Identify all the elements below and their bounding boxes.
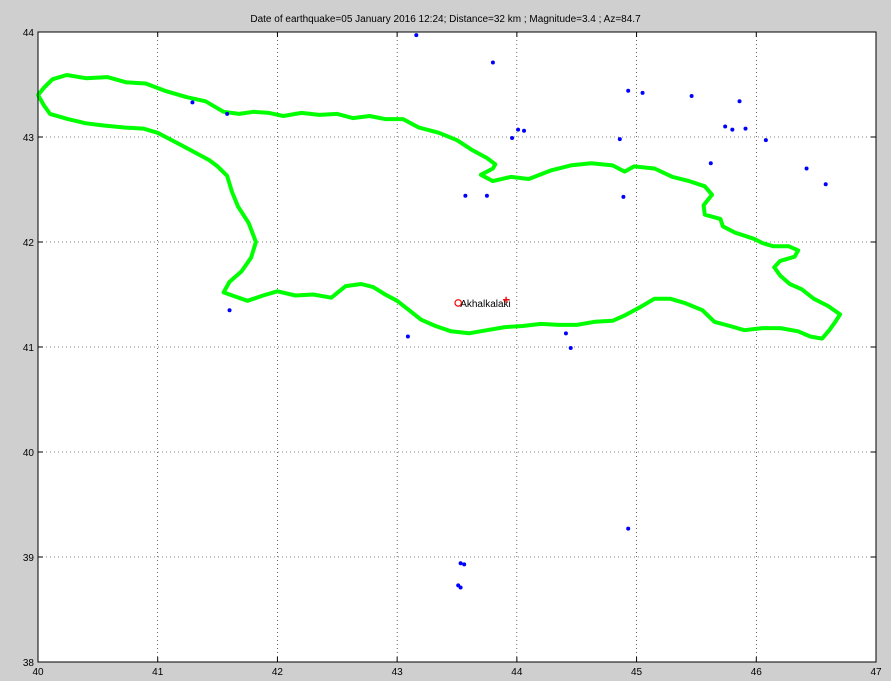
x-tick-label: 43 bbox=[392, 667, 404, 678]
event-point bbox=[804, 166, 809, 171]
y-tick-label: 41 bbox=[23, 343, 35, 354]
x-tick-label: 44 bbox=[511, 667, 523, 678]
event-point bbox=[225, 111, 230, 116]
plot-title: Date of earthquake=05 January 2016 12:24… bbox=[250, 14, 641, 25]
station-label: Akhalkalaki bbox=[460, 299, 511, 310]
event-point bbox=[490, 60, 495, 65]
border-outline-layer bbox=[36, 73, 843, 341]
y-tick-label: 43 bbox=[23, 133, 35, 144]
station-marker bbox=[454, 299, 462, 307]
x-tick-label: 47 bbox=[870, 667, 882, 678]
event-point bbox=[510, 136, 515, 141]
y-tick-label: 38 bbox=[23, 658, 35, 669]
axis-ticks: 40 41 42 43 44 45 46 47 38 39 40 41 42 43 44 bbox=[23, 28, 882, 678]
event-point bbox=[458, 561, 463, 566]
event-point bbox=[621, 194, 626, 199]
event-point bbox=[737, 99, 742, 104]
event-point bbox=[626, 526, 631, 531]
event-point bbox=[568, 346, 573, 351]
event-point bbox=[405, 334, 410, 339]
event-point bbox=[190, 100, 195, 105]
event-point bbox=[723, 124, 728, 129]
x-tick-label: 46 bbox=[751, 667, 763, 678]
event-point bbox=[458, 585, 463, 590]
x-tick-label: 42 bbox=[272, 667, 284, 678]
country-border-line bbox=[36, 73, 843, 341]
event-point bbox=[463, 193, 468, 198]
y-tick-label: 42 bbox=[23, 238, 35, 249]
event-point bbox=[227, 308, 232, 313]
y-tick-label: 44 bbox=[23, 28, 35, 39]
event-point bbox=[708, 161, 713, 166]
event-point bbox=[462, 562, 467, 567]
event-point bbox=[743, 126, 748, 131]
x-tick-label: 40 bbox=[32, 667, 44, 678]
station-layer: Akhalkalaki bbox=[454, 296, 511, 310]
axes-background bbox=[38, 32, 876, 662]
y-tick-label: 40 bbox=[23, 448, 35, 459]
event-point bbox=[730, 127, 735, 132]
event-point bbox=[522, 128, 527, 133]
x-tick-label: 45 bbox=[631, 667, 643, 678]
y-tick-label: 39 bbox=[23, 553, 35, 564]
event-point bbox=[626, 88, 631, 93]
epicenter-marker bbox=[503, 296, 510, 303]
event-point bbox=[689, 94, 694, 99]
event-point bbox=[763, 138, 768, 143]
event-point bbox=[823, 182, 828, 187]
event-point bbox=[414, 33, 419, 38]
event-point bbox=[516, 127, 521, 132]
x-tick-label: 41 bbox=[152, 667, 164, 678]
axes-frame bbox=[37, 31, 877, 663]
event-point bbox=[640, 90, 645, 95]
event-point bbox=[617, 137, 622, 142]
event-point bbox=[484, 193, 489, 198]
event-point bbox=[563, 331, 568, 336]
events-layer bbox=[190, 33, 828, 590]
grid-lines bbox=[38, 32, 876, 662]
